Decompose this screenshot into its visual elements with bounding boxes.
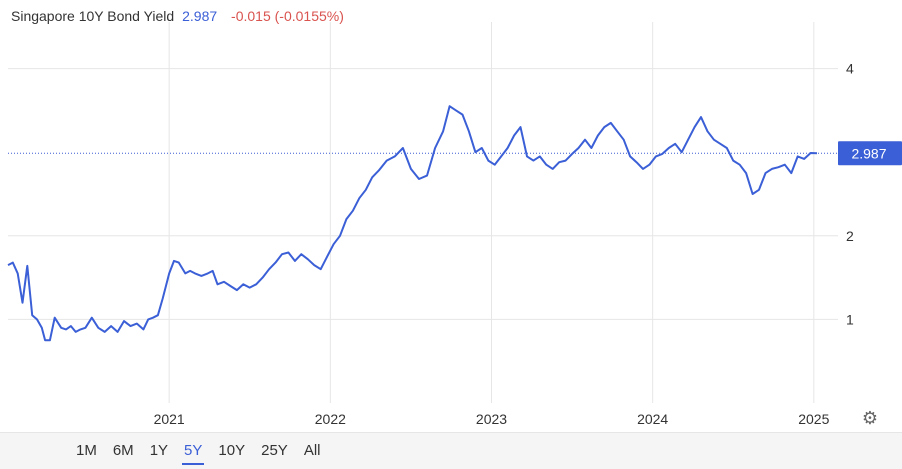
last-value: 2.987 bbox=[182, 8, 218, 24]
horizontal-gridlines bbox=[8, 68, 838, 320]
x-tick-label: 2022 bbox=[315, 411, 346, 427]
x-tick-label: 2024 bbox=[637, 411, 668, 427]
series-line bbox=[7, 105, 818, 342]
y-tick-label: 1 bbox=[846, 311, 854, 327]
x-tick-label: 2021 bbox=[154, 411, 185, 427]
range-list: 1M 6M 1Y 5Y 10Y 25Y All bbox=[68, 433, 328, 469]
x-tick-label: 2023 bbox=[476, 411, 507, 427]
range-button-1m[interactable]: 1M bbox=[76, 442, 97, 459]
y-tick-label: 4 bbox=[846, 61, 854, 77]
y-axis-ticks: 1 2 4 bbox=[846, 61, 854, 328]
range-button-5y[interactable]: 5Y bbox=[176, 433, 210, 469]
y-tick-label: 2 bbox=[846, 228, 854, 244]
last-value-badge-label: 2.987 bbox=[851, 145, 886, 161]
range-button-6m[interactable]: 6M bbox=[112, 442, 134, 459]
last-value-badge-bg bbox=[838, 141, 902, 166]
vertical-gridlines bbox=[168, 22, 815, 403]
x-tick-label: 2025 bbox=[798, 411, 829, 427]
range-button-1y[interactable]: 1Y bbox=[149, 442, 169, 459]
chart-title: Singapore 10Y Bond Yield bbox=[11, 8, 175, 24]
gear-icon[interactable]: ⚙ bbox=[861, 408, 879, 428]
chart-header: Singapore 10Y Bond Yield 2.987 -0.015 (-… bbox=[11, 8, 344, 24]
range-selector: 1M 6M 1Y 5Y 10Y 25Y All bbox=[0, 432, 902, 469]
chart-area: 1 2 4 2021 2022 2023 2024 2025 2.987 bbox=[7, 22, 902, 427]
range-button-all[interactable]: All bbox=[303, 442, 321, 459]
change-value: -0.015 (-0.0155%) bbox=[231, 8, 344, 24]
range-button-25y[interactable]: 25Y bbox=[261, 442, 288, 459]
x-axis-ticks: 2021 2022 2023 2024 2025 bbox=[154, 411, 830, 427]
last-value-badge: 2.987 bbox=[838, 141, 902, 166]
range-button-10y[interactable]: 10Y bbox=[218, 442, 246, 459]
